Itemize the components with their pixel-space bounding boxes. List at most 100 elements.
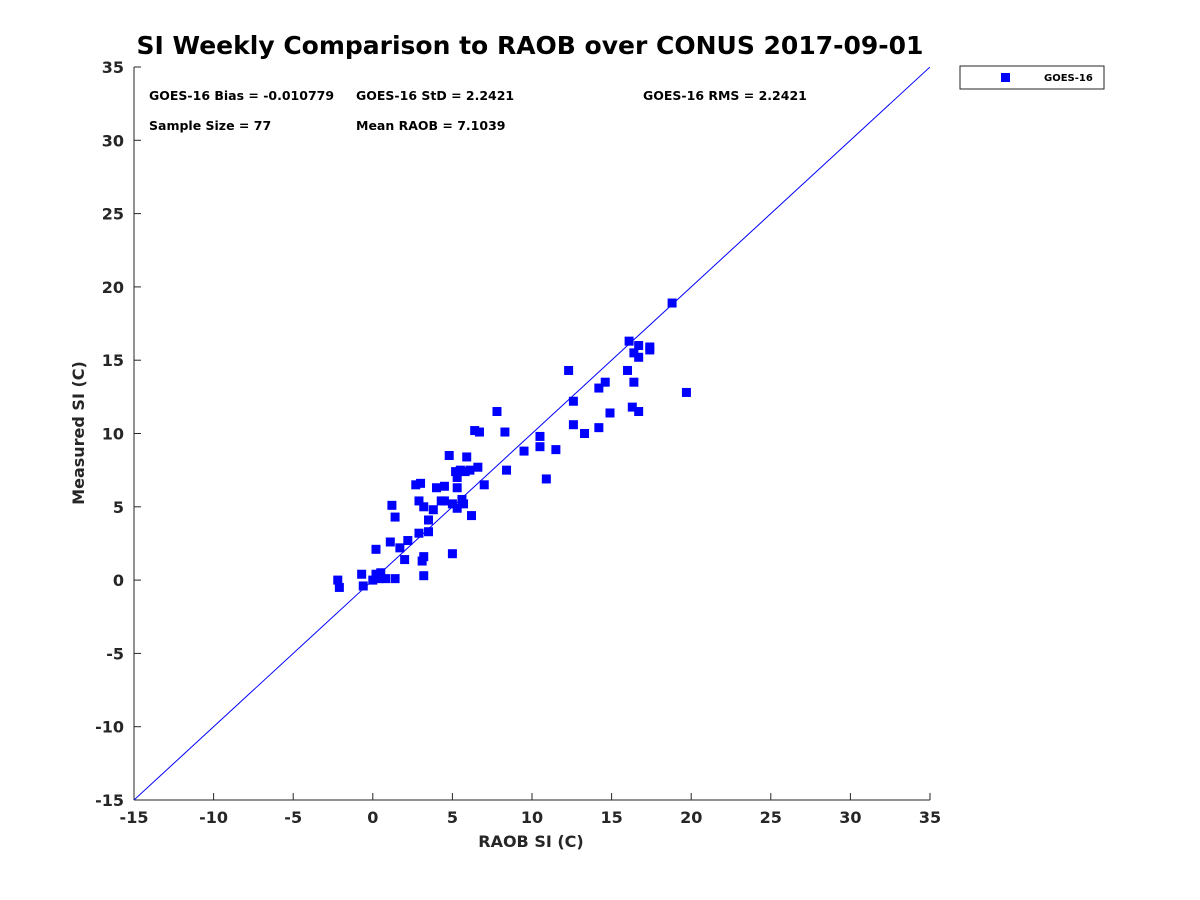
y-tick-label: 5	[113, 498, 124, 517]
data-point	[387, 500, 397, 510]
y-tick-label: -5	[106, 644, 124, 663]
x-tick-label: 30	[839, 808, 861, 827]
data-point	[473, 462, 483, 472]
data-point	[452, 472, 462, 482]
y-tick-label: 30	[102, 131, 124, 150]
data-point	[374, 574, 384, 584]
x-tick-label: 25	[760, 808, 782, 827]
data-point	[551, 445, 561, 455]
data-point	[634, 407, 644, 417]
data-point	[568, 396, 578, 406]
x-tick-label: 0	[367, 808, 378, 827]
data-point	[385, 537, 395, 547]
legend: GOES-16	[959, 65, 1105, 90]
data-point	[467, 511, 477, 521]
data-point	[519, 446, 529, 456]
data-point	[667, 298, 677, 308]
data-point	[414, 528, 424, 538]
data-point	[465, 465, 475, 475]
data-point	[500, 427, 510, 437]
data-point	[451, 467, 461, 477]
data-point	[447, 499, 457, 509]
x-axis-label: RAOB SI (C)	[478, 832, 583, 851]
y-tick-label: 0	[113, 571, 124, 590]
y-tick-label: -15	[95, 791, 124, 810]
plot-area: -15 -10 -5 0 5 10 15 20 25 30 35 -15 -10 -5 0 5 10 15 20 2…	[95, 58, 941, 827]
data-point	[419, 502, 429, 512]
data-point	[623, 365, 633, 375]
data-point	[535, 431, 545, 441]
data-point	[390, 512, 400, 522]
data-point	[333, 575, 343, 585]
stat-rms: GOES-16 RMS = 2.2421	[643, 88, 807, 103]
chart-title: SI Weekly Comparison to RAOB over CONUS …	[137, 31, 924, 60]
data-point	[634, 341, 644, 351]
data-point	[381, 574, 391, 584]
data-point	[419, 571, 429, 581]
stat-mean-raob: Mean RAOB = 7.1039	[356, 118, 505, 133]
data-point	[368, 575, 378, 585]
data-point	[594, 383, 604, 393]
data-point	[431, 483, 441, 493]
data-point	[605, 408, 615, 418]
y-tick-label: 25	[102, 205, 124, 224]
x-tick-label: 10	[521, 808, 543, 827]
data-point	[334, 582, 344, 592]
x-tick-label: -10	[199, 808, 228, 827]
data-point	[358, 581, 368, 591]
stat-bias: GOES-16 Bias = -0.010779	[149, 88, 334, 103]
data-point	[624, 336, 634, 346]
x-tick-label: 15	[600, 808, 622, 827]
data-points	[333, 298, 691, 592]
data-point	[564, 365, 574, 375]
y-axis-ticks: -15 -10 -5 0 5 10 15 20 25 30 35	[95, 58, 141, 810]
x-tick-label: 20	[680, 808, 702, 827]
data-point	[376, 568, 386, 578]
statistics-annotations: GOES-16 Bias = -0.010779 GOES-16 StD = 2…	[149, 88, 807, 133]
x-tick-label: 5	[447, 808, 458, 827]
data-point	[400, 555, 410, 565]
data-point	[492, 407, 502, 417]
data-point	[474, 427, 484, 437]
data-point	[357, 569, 367, 579]
data-point	[411, 480, 421, 490]
data-point	[419, 552, 429, 562]
one-to-one-reference-line	[134, 67, 930, 800]
data-point	[452, 503, 462, 513]
y-tick-label: 10	[102, 425, 124, 444]
data-point	[600, 377, 610, 387]
data-point	[459, 499, 469, 509]
data-point	[414, 496, 424, 506]
stat-sample-size: Sample Size = 77	[149, 118, 271, 133]
data-point	[535, 442, 545, 452]
y-tick-label: -10	[95, 718, 124, 737]
data-point	[428, 505, 438, 515]
x-tick-label: 35	[919, 808, 941, 827]
data-point	[568, 420, 578, 430]
data-point	[645, 345, 655, 355]
data-point	[629, 348, 639, 358]
data-point	[390, 574, 400, 584]
x-tick-label: -15	[120, 808, 149, 827]
data-point	[634, 352, 644, 362]
data-point	[444, 450, 454, 460]
data-point	[447, 549, 457, 559]
data-point	[470, 426, 480, 436]
data-point	[627, 402, 637, 412]
y-tick-label: 15	[102, 351, 124, 370]
data-point	[395, 543, 405, 553]
data-point	[424, 515, 434, 525]
y-tick-label: 20	[102, 278, 124, 297]
data-point	[629, 377, 639, 387]
y-tick-label: 35	[102, 58, 124, 77]
data-point	[416, 478, 426, 488]
data-point	[439, 496, 449, 506]
data-point	[403, 536, 413, 546]
data-point	[371, 544, 381, 554]
legend-marker-square-icon	[1001, 73, 1010, 82]
data-point	[452, 483, 462, 493]
data-point	[479, 480, 489, 490]
data-point	[439, 481, 449, 491]
